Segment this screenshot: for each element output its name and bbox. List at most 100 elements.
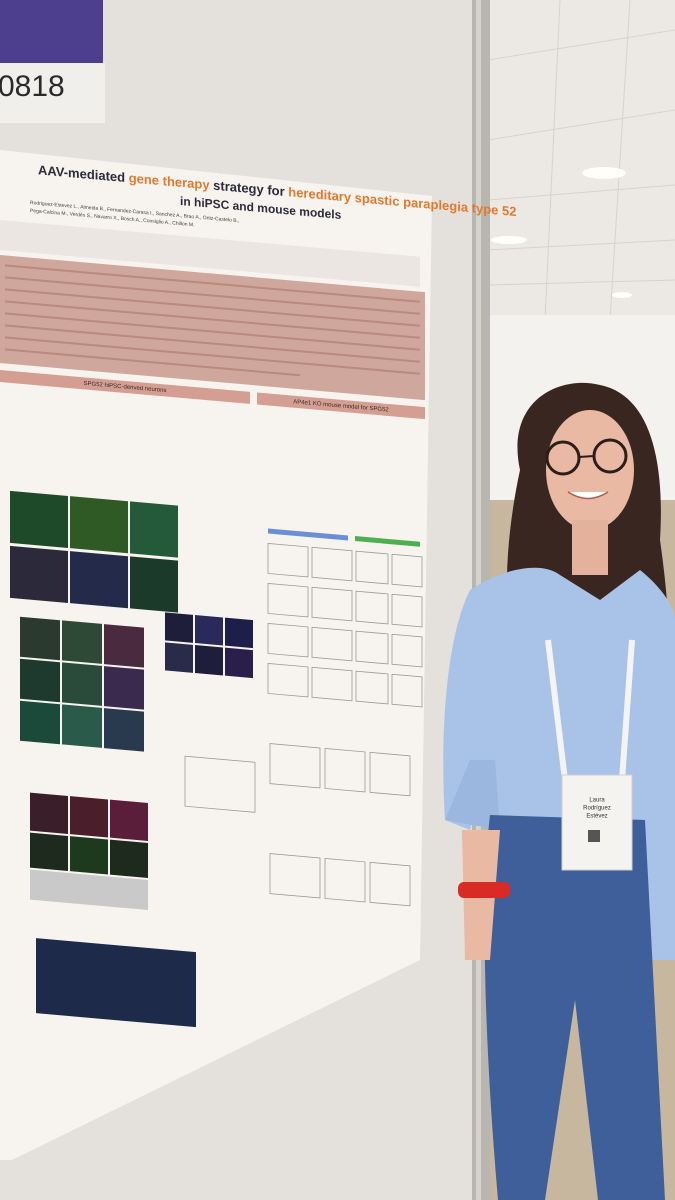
person-part <box>484 815 665 1200</box>
plot-panels-part <box>324 747 366 793</box>
ceiling-grid-part <box>487 239 675 251</box>
person-part <box>545 440 581 476</box>
ceiling-grid-part <box>487 184 675 201</box>
banner <box>0 0 103 63</box>
microscopy-panels-part <box>30 869 148 910</box>
abstract-lines-part <box>5 300 420 339</box>
abstract-lines-part <box>5 312 420 351</box>
microscopy-panels-part <box>70 796 108 838</box>
person-part <box>588 830 600 842</box>
microscopy-panels-part <box>104 666 144 710</box>
ceiling-grid-part <box>609 0 631 321</box>
person-part <box>545 639 568 781</box>
plot-panels-part <box>269 743 321 789</box>
microscopy-panels-part <box>110 839 148 878</box>
abstract-lines-part <box>5 348 300 377</box>
ceiling-grid-part <box>544 0 561 321</box>
microscopy-panels-part <box>195 615 223 646</box>
microscopy-panels-part <box>30 832 68 871</box>
title-part: strategy for <box>210 178 289 200</box>
affiliations <box>0 220 420 287</box>
microscopy-panels-part <box>130 556 178 613</box>
legend-bar <box>268 528 348 541</box>
microscopy-panels-part <box>20 658 60 703</box>
microscopy-panels-part <box>20 700 60 745</box>
plot-panels-part <box>369 751 411 797</box>
plot-panels-part <box>391 633 423 668</box>
plot-panels-part <box>267 663 309 698</box>
plot-panels-part <box>355 670 389 705</box>
person-part <box>443 567 675 960</box>
plot-panels-part <box>311 626 353 662</box>
microscopy-panels-part <box>10 545 68 603</box>
plot-panels-part <box>391 593 423 628</box>
ceiling-grid-part <box>487 279 675 286</box>
microscopy-panels-part <box>20 616 60 661</box>
person-part <box>578 455 595 458</box>
plot-panels-part <box>391 673 423 708</box>
ceiling-grid-part <box>487 29 675 61</box>
person-part <box>458 882 510 898</box>
plot-panels-part <box>311 666 353 702</box>
microscopy-panels-part <box>70 496 128 554</box>
title-part: gene therapy <box>129 171 211 193</box>
ceiling-light <box>582 167 626 179</box>
person-part <box>619 639 635 781</box>
abstract-lines <box>5 264 420 377</box>
ceiling-grid-part <box>487 109 675 141</box>
abstract-lines-part <box>5 288 420 327</box>
plot-panels-part <box>355 550 389 585</box>
badge-name: Estévez <box>586 814 607 820</box>
plot-panels-part <box>391 553 423 588</box>
microscopy-panels-part <box>225 617 253 649</box>
abstract-lines-part <box>5 324 420 363</box>
plot-panels-part <box>267 543 309 578</box>
plot-panels-part <box>369 861 411 907</box>
microscopy-panels-part <box>62 704 102 748</box>
microscopy-panels-part <box>70 551 128 609</box>
abstract-lines-part <box>5 276 420 315</box>
microscopy-panels-part <box>30 792 68 834</box>
microscopy-panels-part <box>130 501 178 558</box>
person-part <box>567 491 609 500</box>
plot-panels-part <box>311 586 353 622</box>
plot-panels-part <box>355 630 389 665</box>
number-card <box>0 63 105 123</box>
abstract-lines-part <box>5 264 420 303</box>
section-header <box>257 392 425 420</box>
ceiling-grid <box>487 0 675 321</box>
plot-panels <box>184 543 423 907</box>
microscopy-panels-part <box>195 645 223 676</box>
microscopy-panels-part <box>62 620 102 664</box>
ceiling-light <box>612 292 632 298</box>
legend-bar <box>355 536 420 547</box>
badge-name: Laura <box>589 798 605 804</box>
microscopy-panels-part <box>62 662 102 706</box>
microscopy-panels-part <box>225 647 253 679</box>
microscopy-panels-part <box>104 624 144 668</box>
ceiling <box>488 0 675 320</box>
microscopy-panels <box>10 490 253 1028</box>
microscopy-panels-part <box>104 708 144 752</box>
plot-panels-part <box>324 857 366 903</box>
plot-panels-part <box>267 623 309 658</box>
microscopy-panels-part <box>70 836 108 875</box>
microscopy-panels-part <box>36 938 196 1028</box>
person-part <box>561 774 633 871</box>
abstract-lines-part <box>5 336 420 375</box>
microscopy-panels-part <box>10 490 68 548</box>
banner-number: 0818 <box>0 70 65 103</box>
section-header <box>0 370 250 404</box>
plot-panels-part <box>355 590 389 625</box>
plot-panels-part <box>267 583 309 618</box>
person-part <box>546 410 634 530</box>
microscopy-panels-part <box>110 799 148 841</box>
ceiling-light <box>491 236 527 244</box>
plot-panels-part <box>269 853 321 899</box>
plot-panels-part <box>311 546 353 582</box>
plot-panels-part <box>184 755 256 813</box>
person-part <box>445 760 500 830</box>
person-part <box>572 520 608 575</box>
